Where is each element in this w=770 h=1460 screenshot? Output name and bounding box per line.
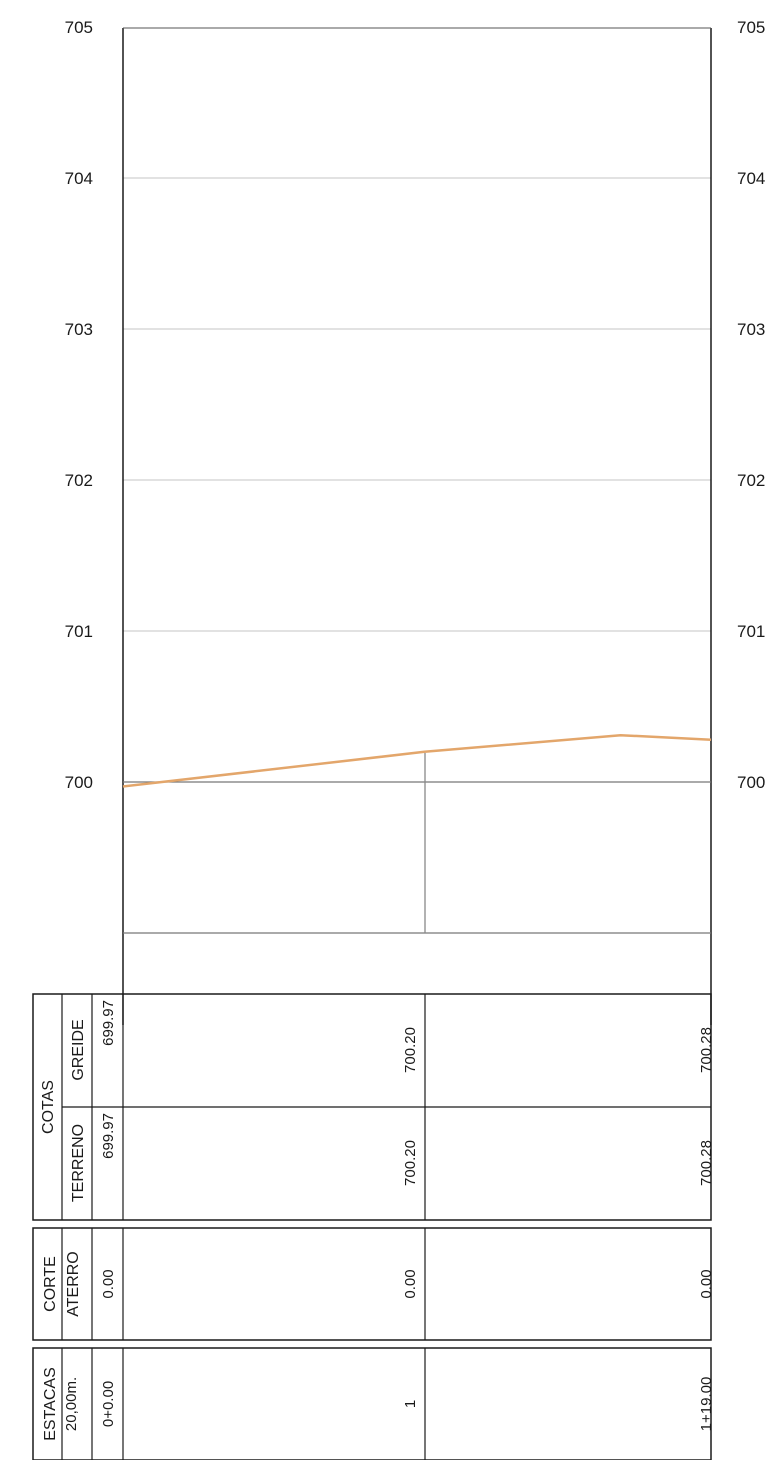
y-tick-label-right: 703 xyxy=(737,320,765,339)
greide-label: GREIDE xyxy=(70,1019,87,1080)
estacas-frame xyxy=(32,1347,712,1460)
y-tick-label-left: 701 xyxy=(65,622,93,641)
terreno-label: TERRENO xyxy=(70,1124,87,1202)
aterro-label: ATERRO xyxy=(65,1251,82,1316)
y-tick-label-right: 701 xyxy=(737,622,765,641)
y-tick-label-right: 700 xyxy=(737,773,765,792)
y-tick-label-left: 705 xyxy=(65,18,93,37)
terreno-value-1: 700.20 xyxy=(402,1140,419,1186)
greide-value-1: 700.20 xyxy=(402,1027,419,1073)
y-axis-right: 700 701 702 703 704 705 xyxy=(737,18,765,792)
y-axis-left: 700 701 702 703 704 705 xyxy=(65,18,93,792)
aterro-value-0: 0.00 xyxy=(100,1269,117,1298)
chart-grid xyxy=(123,177,711,632)
estaca-value-0: 0+0.00 xyxy=(100,1381,117,1427)
estaca-value-1: 1 xyxy=(402,1400,419,1408)
y-tick-label-right: 704 xyxy=(737,169,765,188)
cotas-table: COTAS GREIDE TERRENO 699.97 700.20 700.2… xyxy=(32,993,715,1221)
corte-table: CORTE ATERRO 0.00 0.00 0.00 xyxy=(32,1227,715,1341)
estacas-table: ESTACAS 20,00m. 0+0.00 1 1+19.00 xyxy=(32,1347,715,1460)
terreno-value-0: 699.97 xyxy=(100,1113,117,1159)
estacas-title: ESTACAS xyxy=(42,1367,59,1441)
estacas-interval: 20,00m. xyxy=(63,1377,80,1431)
estaca-value-2: 1+19.00 xyxy=(698,1377,715,1432)
terreno-value-2: 700.28 xyxy=(698,1140,715,1186)
y-tick-label-left: 703 xyxy=(65,320,93,339)
grade-line xyxy=(122,733,712,788)
greide-value-2: 700.28 xyxy=(698,1027,715,1073)
y-tick-label-right: 705 xyxy=(737,18,765,37)
aterro-value-1: 0.00 xyxy=(402,1269,419,1298)
greide-value-0: 699.97 xyxy=(100,1000,117,1046)
y-tick-label-left: 704 xyxy=(65,169,93,188)
y-tick-label-left: 702 xyxy=(65,471,93,490)
corte-title: CORTE xyxy=(42,1256,59,1312)
cotas-title: COTAS xyxy=(40,1080,57,1134)
corte-frame xyxy=(32,1227,712,1341)
y-tick-label-right: 702 xyxy=(737,471,765,490)
y-tick-label-left: 700 xyxy=(65,773,93,792)
aterro-value-2: 0.00 xyxy=(698,1269,715,1298)
